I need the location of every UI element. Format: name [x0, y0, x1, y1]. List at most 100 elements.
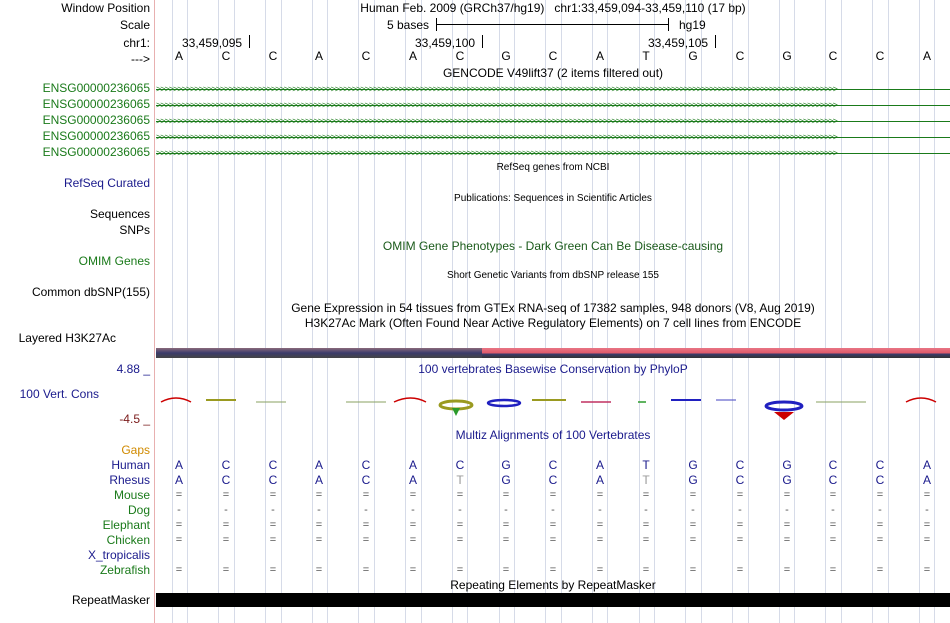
phylop-label[interactable]: 100 Vert. Cons: [19, 387, 99, 401]
species-label[interactable]: Zebrafish: [99, 563, 150, 577]
alignment-base: -: [598, 504, 602, 516]
alignment-base: =: [783, 519, 791, 531]
alignment-base: =: [269, 519, 277, 531]
alignment-base: =: [596, 534, 604, 546]
alignment-base: =: [876, 564, 884, 576]
alignment-base: C: [828, 458, 838, 472]
alignment-base: =: [269, 489, 277, 501]
alignment-base: -: [644, 504, 648, 516]
coord-label-2: 33,459,100: [415, 36, 476, 50]
gencode-feature-line[interactable]: >>>>>>>>>>>>>>>>>>>>>>>>>>>>>>>>>>>>>>>>…: [156, 114, 950, 128]
alignment-base: -: [458, 504, 462, 516]
alignment-base: =: [222, 534, 230, 546]
alignment-base: =: [549, 534, 557, 546]
alignment-base: -: [878, 504, 882, 516]
sequence-base: G: [688, 49, 698, 63]
alignment-base: -: [691, 504, 695, 516]
species-label[interactable]: Human: [111, 458, 150, 472]
alignment-base: A: [595, 473, 604, 487]
coord-label-3: 33,459,105: [648, 36, 709, 50]
refseq-label[interactable]: RefSeq Curated: [63, 176, 150, 190]
alignment-base: =: [923, 519, 931, 531]
alignment-base: =: [596, 489, 604, 501]
gridline: [825, 0, 826, 623]
h3k27ac-signal-left: [156, 348, 482, 358]
window-position-label: Window Position: [61, 1, 150, 15]
gencode-feature-line[interactable]: >>>>>>>>>>>>>>>>>>>>>>>>>>>>>>>>>>>>>>>>…: [156, 130, 950, 144]
species-label[interactable]: Dog: [127, 503, 150, 517]
gridline: [639, 0, 640, 623]
gridline: [281, 0, 282, 623]
gridline: [592, 0, 593, 623]
omim-label[interactable]: OMIM Genes: [78, 254, 150, 268]
dbsnp-label[interactable]: Common dbSNP(155): [31, 285, 150, 299]
alignment-base: G: [782, 473, 792, 487]
alignment-base: =: [549, 489, 557, 501]
alignment-base: G: [688, 473, 698, 487]
gridline: [421, 0, 422, 623]
dbsnp-track-title: Short Genetic Variants from dbSNP releas…: [447, 270, 659, 281]
gridline: [312, 0, 313, 623]
gencode-item-label[interactable]: ENSG00000236065: [42, 113, 150, 127]
alignment-base: C: [268, 458, 278, 472]
h3k27ac-track-title: H3K27Ac Mark (Often Found Near Active Re…: [304, 316, 802, 330]
alignment-base: =: [596, 564, 604, 576]
gencode-feature-line[interactable]: >>>>>>>>>>>>>>>>>>>>>>>>>>>>>>>>>>>>>>>>…: [156, 82, 950, 96]
gencode-feature-line[interactable]: >>>>>>>>>>>>>>>>>>>>>>>>>>>>>>>>>>>>>>>>…: [156, 146, 950, 160]
gencode-item-label[interactable]: ENSG00000236065: [42, 97, 150, 111]
alignment-base: =: [923, 534, 931, 546]
track-data-area[interactable]: Human Feb. 2009 (GRCh37/hg19) chr1:33,45…: [156, 0, 950, 623]
species-label[interactable]: Mouse: [113, 488, 150, 502]
gridline: [794, 0, 795, 623]
assembly-title: Human Feb. 2009 (GRCh37/hg19): [360, 1, 545, 15]
scale-label: Scale: [119, 18, 150, 32]
alignment-base: =: [175, 564, 183, 576]
alignment-base: =: [502, 519, 510, 531]
alignment-base: =: [269, 564, 277, 576]
alignment-base: =: [315, 489, 323, 501]
gencode-item-label[interactable]: ENSG00000236065: [42, 129, 150, 143]
gencode-feature-line[interactable]: >>>>>>>>>>>>>>>>>>>>>>>>>>>>>>>>>>>>>>>>…: [156, 98, 950, 112]
sequence-base: G: [501, 49, 511, 63]
gridline: [779, 0, 780, 623]
phylop-logo: [160, 397, 937, 420]
gencode-item-label[interactable]: ENSG00000236065: [42, 81, 150, 95]
species-label[interactable]: Elephant: [102, 518, 150, 532]
alignment-base: G: [782, 458, 792, 472]
scale-bases-text: 5 bases: [387, 18, 430, 32]
alignment-base: =: [456, 519, 464, 531]
alignment-base: =: [736, 564, 744, 576]
alignment-base: C: [875, 458, 885, 472]
alignment-base: =: [736, 519, 744, 531]
alignment-base: =: [502, 534, 510, 546]
alignment-base: A: [314, 458, 323, 472]
gridline: [701, 0, 702, 623]
alignment-base: =: [362, 489, 370, 501]
h3k27ac-label[interactable]: Layered H3K27Ac: [18, 331, 116, 345]
gaps-label: Gaps: [121, 443, 150, 457]
gencode-item-label[interactable]: ENSG00000236065: [42, 145, 150, 159]
alignment-base: =: [175, 534, 183, 546]
gridline: [514, 0, 515, 623]
repeatmasker-label[interactable]: RepeatMasker: [71, 593, 150, 607]
coord-label-1: 33,459,095: [182, 36, 243, 50]
sequences-label[interactable]: Sequences: [89, 207, 150, 221]
alignment-base: C: [268, 473, 278, 487]
gridline: [732, 0, 733, 623]
snps-label[interactable]: SNPs: [119, 223, 150, 237]
gridline: [748, 0, 749, 623]
sequence-base: C: [875, 49, 885, 63]
alignment-base: G: [501, 473, 511, 487]
multiz-track-title: Multiz Alignments of 100 Vertebrates: [455, 428, 651, 442]
alignment-base: =: [876, 489, 884, 501]
sequence-base: C: [548, 49, 558, 63]
repeatmasker-feature-bar[interactable]: [156, 593, 950, 607]
gridline: [234, 0, 235, 623]
scale-bar-end: [668, 18, 669, 31]
gridline: [172, 0, 173, 623]
species-label[interactable]: Chicken: [106, 533, 150, 547]
species-label[interactable]: Rhesus: [109, 473, 150, 487]
scale-db-label: hg19: [679, 18, 706, 32]
species-label[interactable]: X_tropicalis: [87, 548, 150, 562]
alignment-base: -: [364, 504, 368, 516]
